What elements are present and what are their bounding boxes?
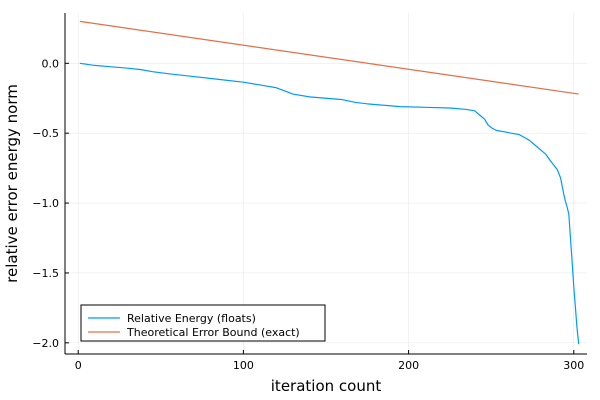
- y-tick-label: −1.0: [32, 197, 59, 210]
- legend-entry-error-bound: Theoretical Error Bound (exact): [126, 326, 300, 339]
- legend-box: [80, 304, 326, 342]
- legend: Relative Energy (floats) Theoretical Err…: [80, 304, 326, 342]
- legend-entry-relative-energy: Relative Energy (floats): [127, 312, 256, 325]
- y-tick-label: −2.0: [32, 337, 59, 350]
- y-axis-label: relative error energy norm: [3, 84, 21, 283]
- tick-labels: 0 100 200 300 0.0 −0.5 −1.0 −1.5 −2.0: [32, 57, 584, 372]
- y-tick-label: −0.5: [32, 127, 59, 140]
- series-lines: [79, 20, 580, 345]
- series-line-1: [79, 20, 579, 95]
- axes: [64, 13, 587, 355]
- x-tick-label: 0: [75, 359, 82, 372]
- series-line-0: [79, 62, 580, 345]
- grid-lines: [65, 13, 587, 354]
- y-tick-label: 0.0: [42, 57, 60, 70]
- x-tick-label: 200: [398, 359, 419, 372]
- y-tick-label: −1.5: [32, 267, 59, 280]
- x-tick-label: 100: [233, 359, 254, 372]
- x-axis-label: iteration count: [271, 377, 382, 395]
- x-tick-label: 300: [563, 359, 584, 372]
